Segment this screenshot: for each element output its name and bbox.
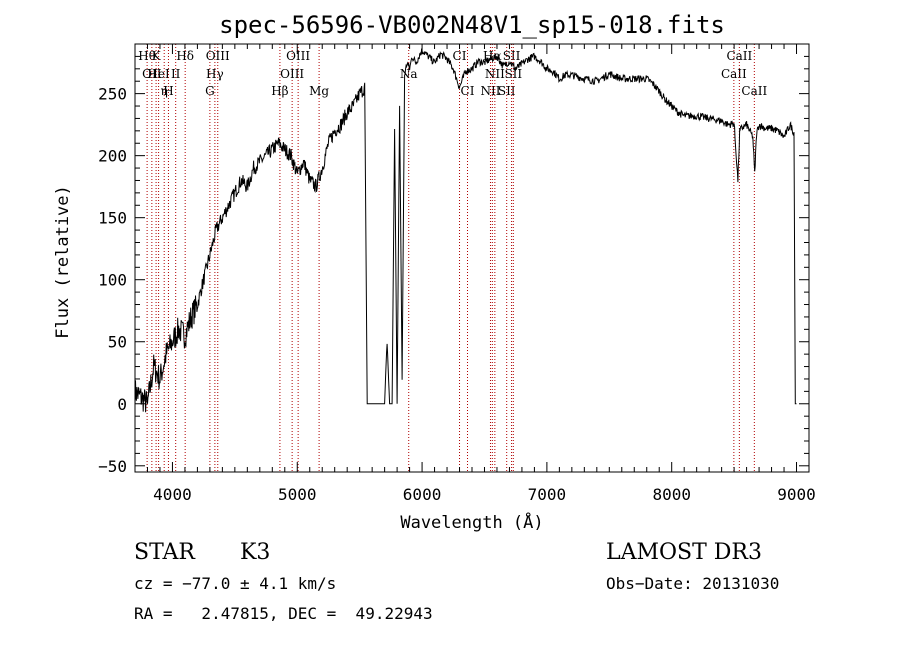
- survey-name: LAMOST DR3: [606, 540, 762, 565]
- line-marker-label: Hδ: [176, 49, 194, 63]
- x-tick-label: 5000: [278, 485, 317, 504]
- object-subclass: K3: [240, 540, 271, 565]
- line-marker-label: Na: [400, 67, 418, 81]
- line-marker-label: CaII: [721, 67, 747, 81]
- line-marker-label: Mg: [309, 84, 329, 98]
- line-marker-label: Hγ: [206, 67, 224, 81]
- line-marker-label: SII: [503, 49, 521, 63]
- x-axis-label: Wavelength (Å): [400, 511, 543, 533]
- line-marker-label: ΟΙΙ: [142, 67, 162, 81]
- line-marker-label: SII: [498, 84, 516, 98]
- y-tick-label: −50: [98, 457, 127, 476]
- y-tick-label: 100: [98, 271, 127, 290]
- x-tick-label: 7000: [528, 485, 567, 504]
- y-tick-label: 50: [108, 333, 127, 352]
- line-marker-label: SII: [504, 67, 522, 81]
- x-tick-label: 8000: [652, 485, 691, 504]
- obs-date: Obs−Date: 20131030: [606, 574, 780, 593]
- line-marker-label: ΝΙΙ: [480, 84, 500, 98]
- x-tick-label: 9000: [777, 485, 816, 504]
- line-marker-label: CaII: [741, 84, 767, 98]
- line-marker-label: CaII: [726, 49, 752, 63]
- y-tick-label: 250: [98, 85, 127, 104]
- axis-ticks: 4000 5000 6000 7000 8000 9000 −50 0 50 100 150 200 2…: [98, 43, 816, 504]
- x-tick-label: 4000: [153, 485, 192, 504]
- line-marker-label: K: [152, 49, 162, 63]
- x-tick-label: 6000: [403, 485, 442, 504]
- coordinates: RA = 2.47815, DEC = 49.22943: [134, 604, 433, 623]
- line-marker-label: OIII: [280, 67, 304, 81]
- line-marker-label: OIII: [206, 49, 230, 63]
- object-class: STAR: [134, 540, 195, 565]
- line-marker-label: G: [205, 84, 215, 98]
- plot-frame: [134, 43, 810, 473]
- line-marker-label: CI: [453, 49, 467, 63]
- line-marker-label: ΝΙΙ: [485, 67, 505, 81]
- line-marker-label: η: [161, 84, 168, 98]
- plot-area: [135, 48, 797, 413]
- line-marker-label: ΗeΙ: [147, 67, 170, 81]
- line-marker-label: CI: [461, 84, 475, 98]
- line-marker-label: H: [163, 84, 173, 98]
- chart-title: spec-56596-VB002N48V1_sp15-018.fits: [219, 11, 725, 39]
- spectrum-line: [135, 48, 797, 413]
- line-marker-label: OIII: [286, 49, 310, 63]
- y-tick-label: 0: [117, 395, 127, 414]
- y-axis-label: Flux (relative): [53, 185, 73, 339]
- line-marker-label: ΙΙ: [171, 67, 181, 81]
- redshift-readout: cz = −77.0 ± 4.1 km/s: [134, 574, 337, 593]
- y-tick-label: 150: [98, 209, 127, 228]
- line-marker-label: Hβ: [271, 84, 288, 98]
- y-tick-label: 200: [98, 147, 127, 166]
